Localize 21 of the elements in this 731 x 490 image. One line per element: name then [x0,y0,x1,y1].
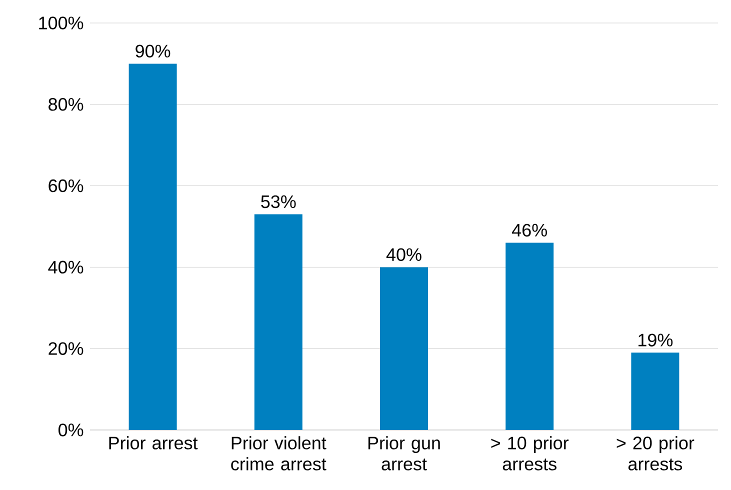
y-tick-label: 40% [48,260,84,274]
data-label: 19% [638,334,673,346]
y-tick-label: 100% [39,16,84,30]
bar [631,352,680,430]
x-tick-label: Prior violent crime arrest [231,436,326,470]
data-label: 90% [136,44,170,58]
x-tick-label: > 20 prior arrests [616,436,694,470]
x-tick-label: Prior arrest [109,436,198,450]
y-tick-label: 20% [48,342,84,355]
x-tick-label: Prior gun arrest [368,436,440,470]
data-label: 53% [261,195,296,208]
x-tick-label: > 10 prior arrests [491,436,569,470]
bar [128,64,177,430]
y-tick-label: 0% [58,424,84,436]
bar [506,242,554,430]
data-label: 46% [512,224,547,237]
y-tick-label: 60% [48,179,84,192]
bar [254,214,302,430]
y-tick-label: 80% [48,98,84,111]
bar [380,267,428,430]
data-label: 40% [386,248,422,261]
